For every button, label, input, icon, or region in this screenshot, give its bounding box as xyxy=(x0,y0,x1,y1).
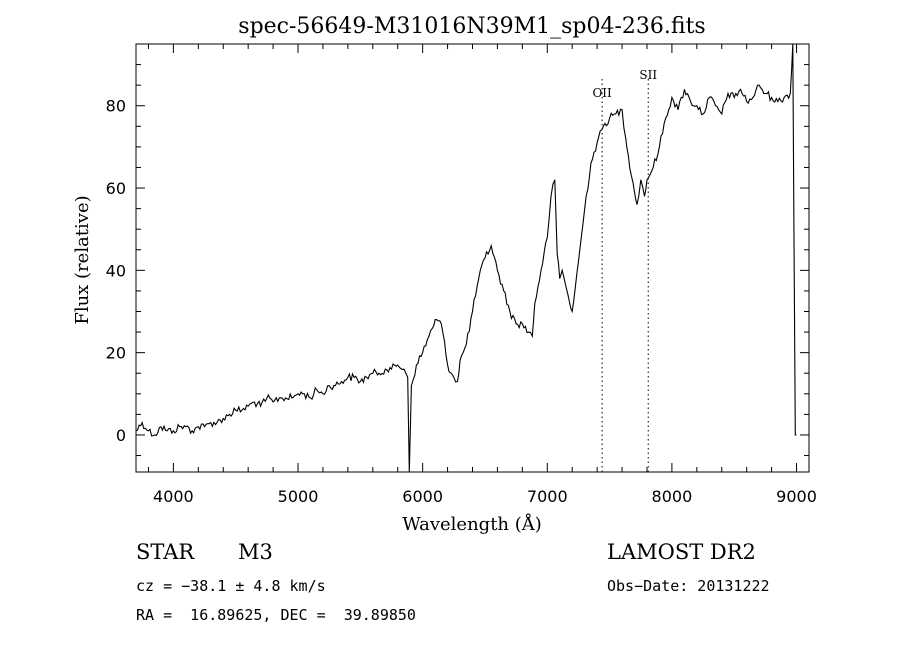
x-tick-label: 4000 xyxy=(153,487,194,506)
x-tick-label: 7000 xyxy=(527,487,568,506)
object-class: STAR xyxy=(136,540,195,564)
x-axis-label: Wavelength (Å) xyxy=(402,513,542,535)
annotation-label: SII xyxy=(639,68,657,82)
observation-date: Obs−Date: 20131222 xyxy=(607,577,770,595)
coordinates: RA = 16.89625, DEC = 39.89850 xyxy=(136,606,416,624)
y-axis-label: Flux (relative) xyxy=(72,195,93,324)
spectrum-marks: OII SII xyxy=(135,43,797,473)
y-tick-label: 80 xyxy=(106,97,126,116)
plot-frame xyxy=(135,43,810,473)
redshift-velocity: cz = −38.1 ± 4.8 km/s xyxy=(136,577,326,595)
axis-ticks: 4000 5000 6000 7000 8000 9000 0 20 40 60 80 xyxy=(106,43,817,506)
chart-title: spec-56649-M31016N39M1_sp04-236.fits xyxy=(238,14,705,39)
y-tick-label: 20 xyxy=(106,344,126,363)
spectrum-line xyxy=(135,43,797,473)
x-tick-label: 9000 xyxy=(776,487,817,506)
y-tick-label: 60 xyxy=(106,179,126,198)
x-tick-label: 6000 xyxy=(402,487,443,506)
x-tick-label: 5000 xyxy=(278,487,319,506)
object-subclass: M3 xyxy=(238,540,273,564)
y-tick-label: 40 xyxy=(106,261,126,280)
survey-name: LAMOST DR2 xyxy=(607,540,756,564)
x-tick-label: 8000 xyxy=(652,487,693,506)
y-tick-label: 0 xyxy=(116,426,126,445)
annotation-label: OII xyxy=(592,86,612,100)
